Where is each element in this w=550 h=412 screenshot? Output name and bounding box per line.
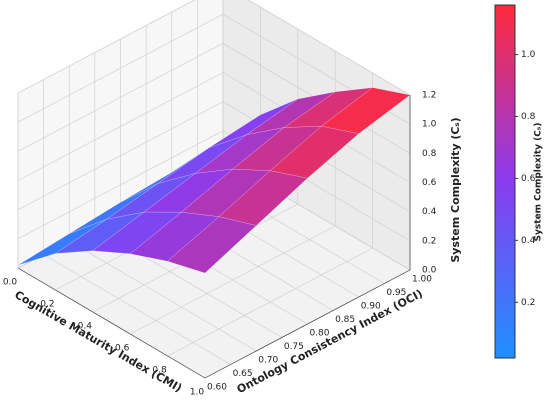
colorbar-tick-label: 0.2 xyxy=(521,298,535,308)
x-tick-label: 0.8 xyxy=(152,366,167,376)
x-tick-label: 0.2 xyxy=(40,300,54,310)
x-tick-label: 0.4 xyxy=(78,322,93,332)
grid-line xyxy=(69,240,257,352)
colorbar-label: System Complexity (Cₛ) xyxy=(534,123,544,242)
colorbar xyxy=(494,4,516,359)
y-tick-label: 0.65 xyxy=(233,369,253,379)
y-tick-label: 0.80 xyxy=(309,329,329,339)
grid-line xyxy=(17,0,196,94)
grid-line xyxy=(17,13,224,123)
z-tick-label: 0.4 xyxy=(422,207,437,217)
z-tick-label: 0.2 xyxy=(422,236,436,246)
colorbar-tick-label: 1.0 xyxy=(521,50,536,60)
y-tick-label: 1.00 xyxy=(412,275,432,285)
x-tick-label: 1.0 xyxy=(190,388,205,398)
colorbar-tick-label: 0.4 xyxy=(521,236,536,246)
y-tick-label: 0.85 xyxy=(335,315,355,325)
z-tick-label: 0.6 xyxy=(422,178,437,188)
z-axis-label: System Complexity (Cₛ) xyxy=(449,117,462,262)
colorbar-tick-label: 0.8 xyxy=(521,112,536,122)
z-tick-label: 0.8 xyxy=(422,149,437,159)
z-tick-label: 1.2 xyxy=(422,91,436,101)
z-tick-label: 1.0 xyxy=(422,120,437,130)
colorbar-tick-label: 0.6 xyxy=(521,174,536,184)
grid-line xyxy=(43,254,231,365)
x-tick-label: 0.0 xyxy=(3,278,18,288)
grid-line xyxy=(17,130,224,240)
y-tick-label: 0.90 xyxy=(361,302,381,312)
axis-line xyxy=(204,269,411,379)
x-tick-label: 0.6 xyxy=(115,344,130,354)
grid-line xyxy=(17,43,224,152)
grid-line xyxy=(247,0,411,96)
y-tick-label: 0.95 xyxy=(386,288,406,298)
grid-line xyxy=(17,101,224,210)
y-tick-label: 0.70 xyxy=(258,356,278,366)
z-tick-label: 0.0 xyxy=(422,266,437,276)
surface-cell xyxy=(167,216,257,274)
y-tick-label: 0.75 xyxy=(284,342,304,352)
grid-line xyxy=(17,72,224,181)
surface-cell xyxy=(269,125,360,179)
axis-line xyxy=(17,267,206,379)
y-tick-label: 0.60 xyxy=(207,383,227,393)
